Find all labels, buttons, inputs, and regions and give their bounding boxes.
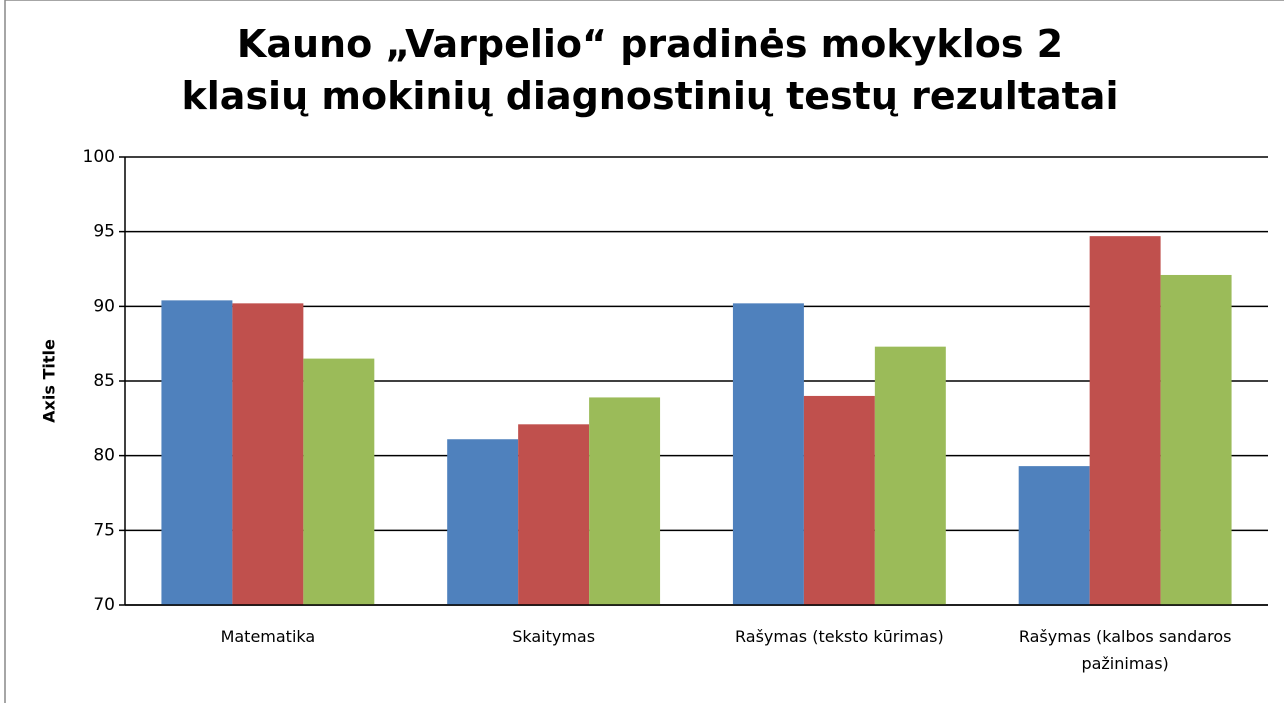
bar [232,303,304,605]
bar [161,300,233,605]
x-tick-label: Matematika [220,627,316,646]
x-tick-label: Rašymas (teksto kūrimas) [735,627,944,646]
y-tick-label: 85 [93,371,115,391]
bar [732,303,804,605]
y-tick-label: 90 [93,296,115,316]
frame [4,0,1284,703]
bar [1018,466,1090,605]
bar [1089,236,1161,605]
bar [874,346,946,605]
bar [589,397,661,605]
y-tick-label: 70 [93,595,115,615]
bar [303,358,375,605]
y-tick-label: 75 [93,520,115,540]
x-tick-label: Skaitymas [512,627,596,646]
chart-title: Kauno „Varpelio“ pradinės mokyklos 2 kla… [181,22,1119,118]
bar [803,395,875,605]
bar [1160,274,1232,605]
y-axis-title: Axis Title [40,339,59,423]
bar [518,424,590,605]
x-tick-label: Rašymas (kalbos sandaros pažinimas) [1018,627,1232,673]
bar [447,439,519,605]
y-tick-label: 95 [93,222,115,242]
y-tick-label: 100 [83,147,115,167]
y-tick-label: 80 [93,446,115,466]
